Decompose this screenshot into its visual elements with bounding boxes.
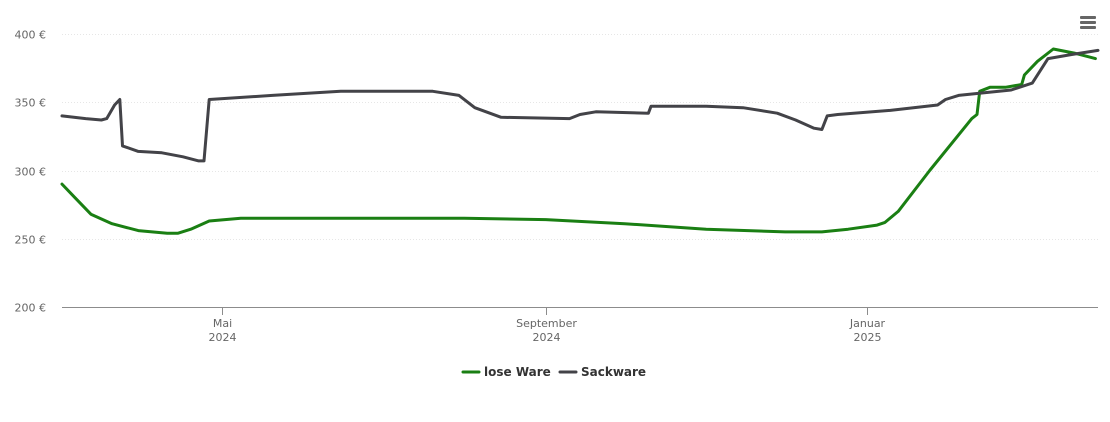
- x-tick-label-year: 2024: [533, 331, 561, 344]
- legend-item-sackware[interactable]: Sackware: [558, 365, 646, 379]
- hamburger-menu-icon: [1080, 16, 1096, 19]
- x-tick-label-year: 2024: [209, 331, 237, 344]
- y-tick-label: 200 €: [15, 302, 47, 315]
- legend-item-lose-ware[interactable]: lose Ware: [461, 365, 551, 379]
- legend: lose Ware Sackware: [461, 365, 646, 379]
- hamburger-menu-icon: [1080, 26, 1096, 29]
- y-axis: 200 € 250 € 300 € 350 € 400 €: [15, 29, 47, 315]
- x-tick-label-month: Mai: [213, 317, 232, 330]
- series-lines: [60, 47, 1100, 235]
- x-tick-label-year: 2025: [854, 331, 882, 344]
- x-tick-label-month: Januar: [849, 317, 886, 330]
- y-tick-label: 400 €: [15, 29, 47, 42]
- series-line-lose-ware: [60, 47, 1097, 235]
- series-line-sackware: [60, 48, 1100, 163]
- hamburger-menu-icon: [1080, 21, 1096, 24]
- chart-menu-button[interactable]: [1075, 10, 1101, 34]
- legend-label: Sackware: [581, 365, 646, 379]
- y-tick-label: 300 €: [15, 166, 47, 179]
- x-tick-label-month: September: [516, 317, 577, 330]
- y-tick-label: 350 €: [15, 97, 47, 110]
- legend-label: lose Ware: [484, 365, 551, 379]
- grid-lines: [62, 34, 1098, 240]
- y-tick-label: 250 €: [15, 234, 47, 247]
